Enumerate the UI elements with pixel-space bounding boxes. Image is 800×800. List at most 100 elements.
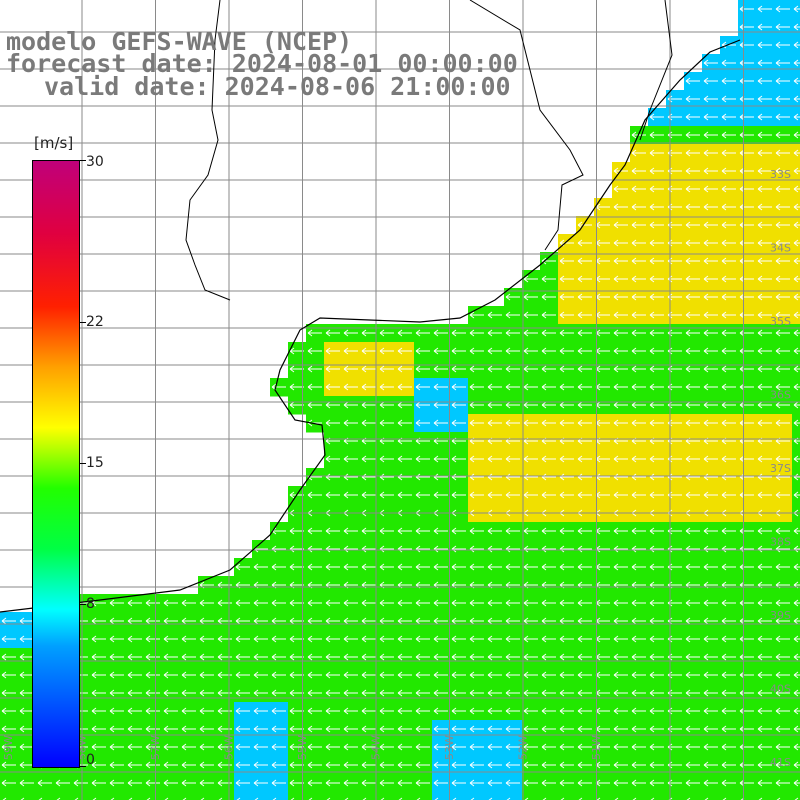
wind-cell <box>540 792 559 800</box>
uruguay-river-border <box>185 0 231 301</box>
wind-arrow <box>649 743 664 751</box>
wind-arrow <box>703 113 718 121</box>
wind-arrow <box>343 671 358 679</box>
wind-arrow <box>505 383 520 391</box>
wind-arrow <box>163 689 178 697</box>
wind-arrow <box>775 113 790 121</box>
wind-cell <box>306 792 325 800</box>
wind-arrow <box>685 761 700 769</box>
wind-arrow <box>757 779 772 787</box>
wind-arrow <box>703 689 718 697</box>
wind-arrow <box>19 725 34 733</box>
wind-cell <box>180 792 199 800</box>
wind-arrow <box>433 455 448 463</box>
wind-arrow <box>253 725 268 733</box>
wind-arrow <box>775 635 790 643</box>
wind-arrow <box>271 671 286 679</box>
wind-arrow <box>757 239 772 247</box>
wind-arrow <box>649 365 664 373</box>
wind-arrow <box>685 779 700 787</box>
wind-arrow <box>469 491 484 499</box>
wind-arrow <box>577 725 592 733</box>
wind-arrow <box>793 653 800 661</box>
wind-arrow <box>577 239 592 247</box>
wind-arrow <box>379 689 394 697</box>
wind-arrow <box>613 257 628 265</box>
wind-arrow <box>793 5 800 13</box>
wind-arrow <box>613 185 628 193</box>
wind-arrow <box>1 761 16 769</box>
wind-arrow <box>685 455 700 463</box>
wind-arrow <box>631 365 646 373</box>
wind-arrow <box>631 563 646 571</box>
wind-arrow <box>253 779 268 787</box>
wind-arrow <box>235 725 250 733</box>
wind-arrow <box>379 491 394 499</box>
wind-arrow <box>433 725 448 733</box>
wind-arrow <box>649 275 664 283</box>
wind-arrow <box>559 563 574 571</box>
wind-arrow <box>649 527 664 535</box>
wind-arrow <box>505 653 520 661</box>
wind-cell <box>504 792 523 800</box>
wind-arrow <box>469 419 484 427</box>
wind-arrow <box>325 527 340 535</box>
wind-arrow <box>361 779 376 787</box>
wind-arrow <box>289 347 304 355</box>
wind-arrow <box>631 347 646 355</box>
wind-arrow <box>793 41 800 49</box>
wind-arrow <box>361 329 376 337</box>
wind-arrow <box>703 257 718 265</box>
wind-arrow <box>775 203 790 211</box>
wind-arrow <box>649 167 664 175</box>
wind-arrow <box>379 761 394 769</box>
wind-arrow <box>1 653 16 661</box>
wind-arrow <box>181 761 196 769</box>
wind-arrow <box>721 203 736 211</box>
wind-arrow <box>271 635 286 643</box>
wind-arrow <box>487 383 502 391</box>
wind-arrow <box>793 113 800 121</box>
wind-arrow <box>361 725 376 733</box>
valid-date: valid date: 2024-08-06 21:00:00 <box>44 72 511 101</box>
wind-arrow <box>523 275 538 283</box>
wind-arrow <box>235 761 250 769</box>
wind-arrow <box>307 365 322 373</box>
wind-arrow <box>37 779 52 787</box>
wind-arrow <box>325 761 340 769</box>
wind-arrow <box>487 761 502 769</box>
wind-arrow <box>523 329 538 337</box>
wind-arrow <box>703 653 718 661</box>
wind-arrow <box>631 203 646 211</box>
wind-arrow <box>91 635 106 643</box>
wind-arrow <box>145 779 160 787</box>
wind-arrow <box>559 239 574 247</box>
wind-arrow <box>415 653 430 661</box>
wind-arrow <box>163 743 178 751</box>
wind-arrow <box>775 653 790 661</box>
wind-arrow <box>487 455 502 463</box>
wind-arrow <box>433 563 448 571</box>
wind-arrow <box>163 725 178 733</box>
wind-arrow <box>649 185 664 193</box>
wind-arrow <box>163 599 178 607</box>
wind-arrow <box>199 671 214 679</box>
wind-cell <box>450 792 469 800</box>
wind-arrow <box>415 725 430 733</box>
wind-arrow <box>559 707 574 715</box>
wind-arrow <box>235 779 250 787</box>
wind-arrow <box>343 347 358 355</box>
wind-arrow <box>613 239 628 247</box>
wind-arrow <box>541 653 556 661</box>
wind-arrow <box>271 563 286 571</box>
wind-arrow <box>793 563 800 571</box>
wind-arrow <box>649 635 664 643</box>
wind-arrow <box>397 383 412 391</box>
wind-arrow <box>721 347 736 355</box>
wind-arrow <box>379 365 394 373</box>
wind-arrow <box>127 599 142 607</box>
wind-arrow <box>127 761 142 769</box>
wind-arrow <box>505 671 520 679</box>
wind-arrow <box>523 779 538 787</box>
